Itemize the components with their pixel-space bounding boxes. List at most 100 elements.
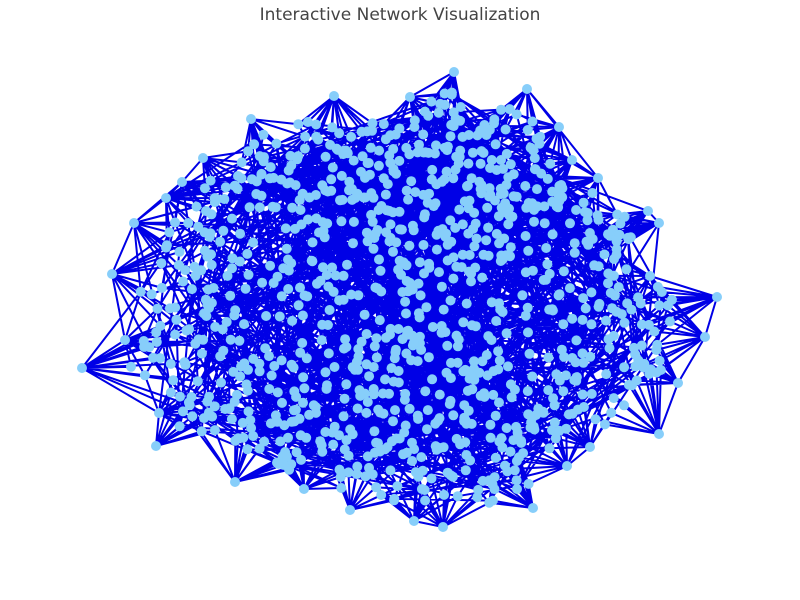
network-node[interactable] <box>494 298 505 309</box>
network-node[interactable] <box>233 433 244 444</box>
network-node[interactable] <box>295 205 306 215</box>
network-node[interactable] <box>585 351 596 362</box>
network-node[interactable] <box>206 259 217 270</box>
network-node[interactable] <box>562 461 572 471</box>
network-node[interactable] <box>317 319 328 330</box>
network-node[interactable] <box>654 429 664 439</box>
network-node[interactable] <box>229 396 240 407</box>
network-node[interactable] <box>227 263 237 274</box>
network-node[interactable] <box>230 305 241 316</box>
network-node[interactable] <box>662 300 673 311</box>
network-node[interactable] <box>466 276 476 287</box>
network-node[interactable] <box>539 218 550 229</box>
network-node[interactable] <box>201 311 212 321</box>
network-node[interactable] <box>586 388 597 399</box>
network-node[interactable] <box>302 117 313 127</box>
network-node[interactable] <box>365 142 376 153</box>
network-node[interactable] <box>190 270 201 281</box>
network-node[interactable] <box>240 283 251 294</box>
network-node[interactable] <box>601 369 612 380</box>
network-node[interactable] <box>345 424 356 435</box>
network-node[interactable] <box>533 403 544 414</box>
network-node[interactable] <box>445 131 456 142</box>
network-node[interactable] <box>330 270 341 281</box>
network-node[interactable] <box>270 410 281 421</box>
network-node[interactable] <box>268 172 279 183</box>
network-node[interactable] <box>227 213 237 224</box>
network-node[interactable] <box>293 119 304 130</box>
network-node[interactable] <box>569 247 580 258</box>
network-node[interactable] <box>323 348 334 359</box>
network-node[interactable] <box>609 254 619 264</box>
network-node[interactable] <box>522 386 533 397</box>
network-node[interactable] <box>276 174 287 185</box>
network-node[interactable] <box>414 331 425 342</box>
network-node[interactable] <box>274 311 285 322</box>
network-node[interactable] <box>339 145 350 156</box>
network-node[interactable] <box>156 282 167 293</box>
network-node[interactable] <box>295 347 306 358</box>
network-node[interactable] <box>485 419 496 430</box>
network-node[interactable] <box>291 447 302 458</box>
network-node[interactable] <box>431 140 441 151</box>
network-node[interactable] <box>522 125 533 135</box>
network-node[interactable] <box>518 448 529 459</box>
network-node[interactable] <box>376 490 387 500</box>
network-node[interactable] <box>343 450 354 461</box>
network-node[interactable] <box>241 379 252 390</box>
network-node[interactable] <box>507 211 518 222</box>
network-node[interactable] <box>442 145 453 156</box>
network-node[interactable] <box>129 218 139 228</box>
network-node[interactable] <box>344 176 355 187</box>
network-node[interactable] <box>503 219 514 230</box>
network-node[interactable] <box>603 334 614 345</box>
network-node[interactable] <box>281 243 292 254</box>
network-node[interactable] <box>177 177 187 187</box>
network-node[interactable] <box>192 376 203 387</box>
network-node[interactable] <box>362 397 373 407</box>
network-node[interactable] <box>451 433 462 444</box>
network-node[interactable] <box>424 262 435 273</box>
network-node[interactable] <box>338 294 349 305</box>
network-node[interactable] <box>438 304 449 315</box>
network-node[interactable] <box>636 319 647 330</box>
network-node[interactable] <box>627 380 637 391</box>
network-node[interactable] <box>220 182 231 193</box>
network-node[interactable] <box>421 302 432 313</box>
network-node[interactable] <box>585 442 595 452</box>
network-node[interactable] <box>572 404 583 415</box>
network-node[interactable] <box>139 341 150 352</box>
network-node[interactable] <box>439 489 449 500</box>
network-node[interactable] <box>633 292 644 303</box>
network-node[interactable] <box>284 177 295 188</box>
network-node[interactable] <box>236 173 247 184</box>
network-node[interactable] <box>234 335 245 346</box>
network-node[interactable] <box>457 131 468 142</box>
network-node[interactable] <box>489 484 500 495</box>
network-node[interactable] <box>523 327 533 338</box>
network-node[interactable] <box>496 104 507 115</box>
network-node[interactable] <box>485 432 496 443</box>
network-node[interactable] <box>174 421 185 432</box>
network-node[interactable] <box>494 355 505 366</box>
network-node[interactable] <box>257 277 268 288</box>
network-node[interactable] <box>393 366 404 376</box>
network-node[interactable] <box>464 250 475 260</box>
network-node[interactable] <box>467 384 478 395</box>
network-node[interactable] <box>464 195 475 206</box>
network-node[interactable] <box>454 204 465 215</box>
network-node[interactable] <box>264 384 275 394</box>
network-node[interactable] <box>493 346 504 357</box>
network-node[interactable] <box>400 420 411 431</box>
network-node[interactable] <box>374 315 385 326</box>
network-node[interactable] <box>564 283 575 294</box>
network-node[interactable] <box>327 162 338 173</box>
network-node[interactable] <box>203 284 214 295</box>
network-node[interactable] <box>505 242 516 253</box>
network-node[interactable] <box>583 239 594 250</box>
network-node[interactable] <box>316 335 327 346</box>
network-node[interactable] <box>593 173 603 183</box>
network-node[interactable] <box>287 315 298 326</box>
network-node[interactable] <box>477 272 488 283</box>
